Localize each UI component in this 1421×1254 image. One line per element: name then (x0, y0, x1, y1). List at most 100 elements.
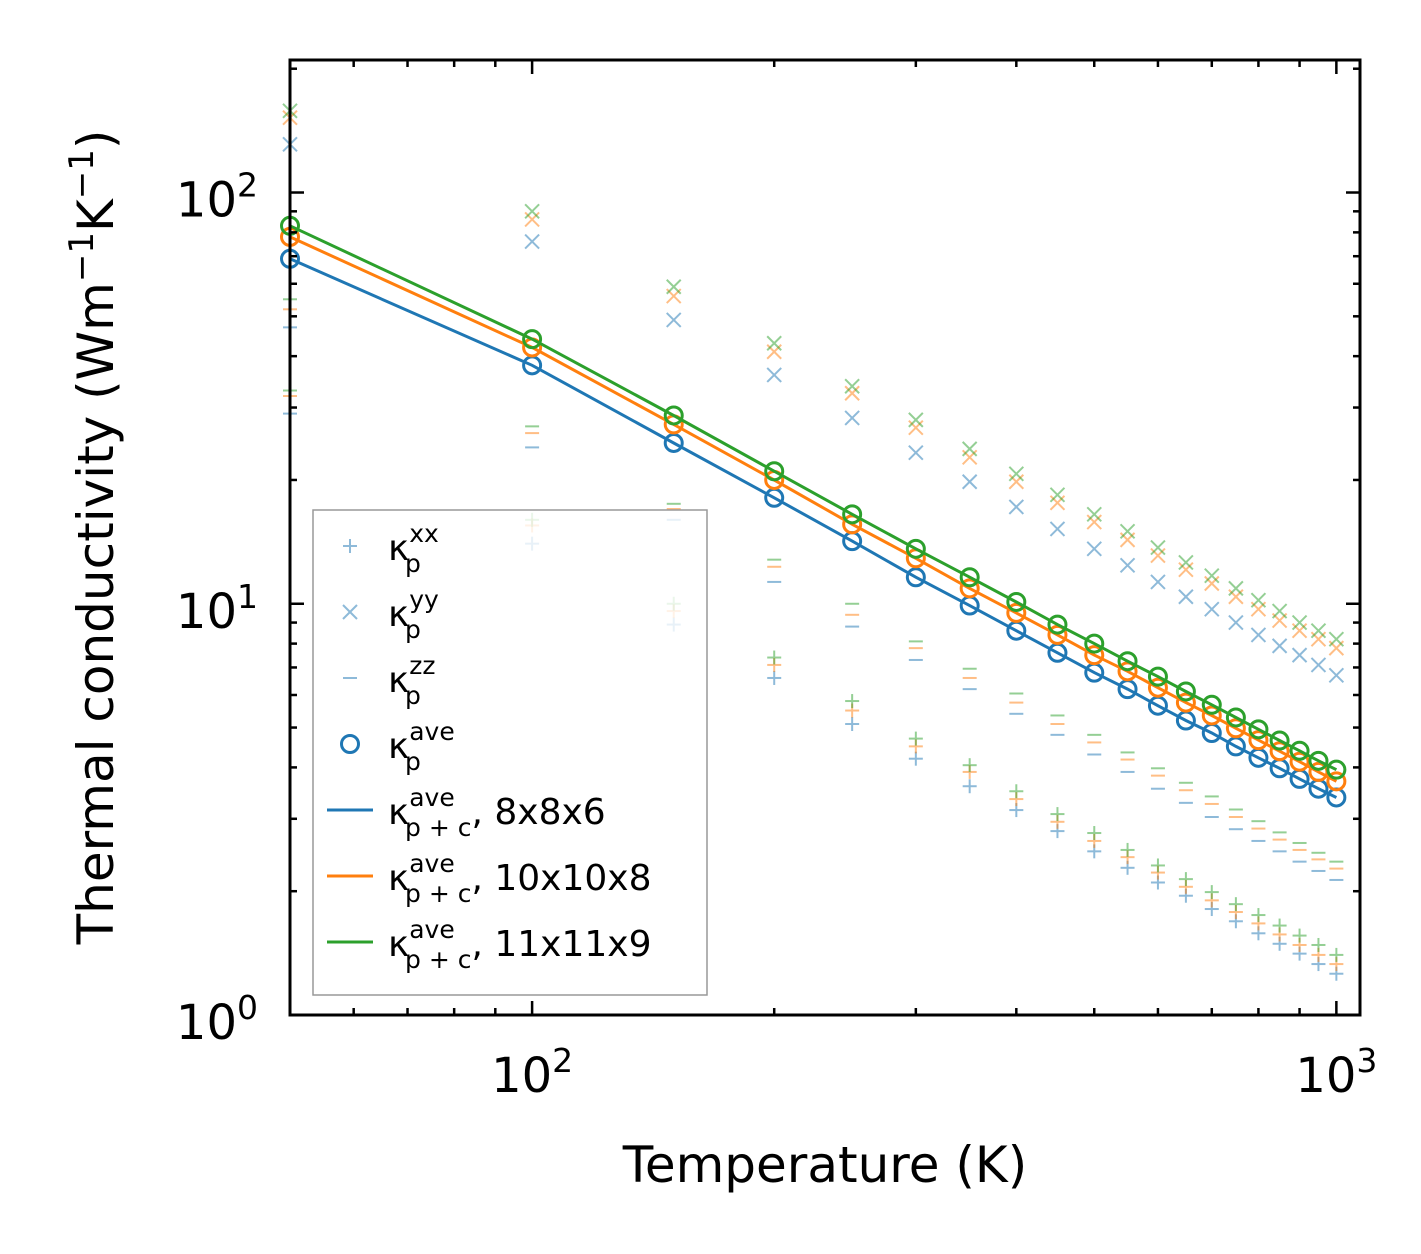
kyy-point-11-11-9 (1291, 614, 1308, 631)
kave-point-10-10-8 (1225, 718, 1246, 739)
kyy-point-8-8-6-b (1086, 541, 1102, 557)
kyy-point-8-8-6-b (1328, 667, 1345, 683)
kyy-point-8-8-6-b (666, 312, 682, 328)
kyy-point-8-8-6 (1178, 589, 1194, 605)
kave-point-10-10-8 (1201, 705, 1222, 726)
kyy-point-11-11-9 (524, 203, 540, 220)
kave-point-10-10-8-ring (959, 578, 980, 599)
kyy-point-8-8-6-b (908, 444, 924, 461)
kyy-point-11-11-9-b (908, 412, 924, 428)
kave-point-10-10-8-ring (1326, 771, 1347, 792)
kyy-point-8-8-6 (1049, 521, 1066, 537)
kyy-point-10-10-8 (1204, 575, 1220, 592)
legend-entry: κave p + c, 11x11x9 (327, 915, 652, 974)
legend-entry: κyy p (342, 585, 439, 644)
kxx-point-11-11-9 (1228, 897, 1243, 912)
kyy-point-8-8-6 (1228, 614, 1244, 631)
legend-label: κzz p (388, 651, 435, 710)
legend-box (312, 509, 708, 996)
kyy-point-8-8-6-b (1204, 601, 1220, 617)
kyy-point-10-10-8 (1178, 562, 1194, 578)
kyy-point-10-10-8 (908, 419, 924, 436)
legend-entry: κzz p (343, 651, 435, 710)
kyy-point-11-11-9-b (1119, 523, 1136, 540)
legend-marker-plus (343, 539, 357, 553)
kyy-point-11-11-9-b (1228, 580, 1244, 597)
x-tick-label: 103 (1295, 1041, 1377, 1104)
kave-point-8-8-6-ring (905, 567, 926, 588)
kyy-point-8-8-6-b (961, 474, 978, 490)
kave-point-11-11-9 (663, 405, 684, 426)
kyy-point-8-8-6 (1119, 557, 1136, 574)
kave-point-11-11-9-ring (905, 538, 926, 559)
kave-point-11-11-9-ring (522, 329, 543, 350)
kyy-point-10-10-8 (524, 211, 540, 228)
kyy-point-11-11-9-b (666, 279, 682, 295)
kxx-point-11-11-9 (962, 758, 977, 773)
legend-marker-cross-b (342, 604, 358, 620)
kave-point-11-11-9 (522, 329, 543, 350)
kave-point-10-10-8-ring (1175, 692, 1196, 713)
kyy-point-8-8-6 (844, 410, 860, 426)
kyy-point-11-11-9 (908, 412, 924, 428)
kave-point-11-11-9-ring (1047, 614, 1068, 635)
kave-point-10-10-8-ring (1047, 624, 1068, 645)
kyy-point-11-11-9-b (961, 441, 978, 457)
kyy-point-11-11-9 (1328, 631, 1345, 647)
kyy-point-8-8-6-b (844, 410, 860, 426)
x-tick-label: 102 (491, 1041, 573, 1104)
kave-point-10-10-8 (1047, 624, 1068, 645)
kave-point-11-11-9-ring (1248, 719, 1269, 740)
kyy-point-11-11-9-b (524, 203, 540, 220)
kave-point-11-11-9 (1289, 740, 1310, 761)
kyy-point-10-10-8 (1049, 495, 1066, 511)
kave-point-11-11-9 (764, 461, 785, 482)
kyy-point-11-11-9 (1119, 523, 1136, 540)
legend-entry: κave p + c, 8x8x6 (327, 783, 606, 842)
kyy-point-11-11-9-b (1250, 592, 1267, 608)
kave-point-10-10-8-ring (1006, 602, 1027, 623)
kxx-point-11-11-9 (1050, 807, 1065, 822)
kyy-point-8-8-6 (666, 312, 682, 328)
kyy-point-11-11-9-b (1008, 466, 1025, 482)
kave-point-8-8-6-ring (663, 432, 684, 453)
kave-point-11-11-9-ring (1225, 707, 1246, 728)
kave-point-10-10-8-ring (1269, 741, 1290, 762)
kyy-point-11-11-9-b (1178, 554, 1194, 571)
kyy-point-8-8-6-b (1178, 589, 1194, 605)
kave-point-11-11-9 (1006, 591, 1027, 612)
kyy-point-8-8-6 (1086, 541, 1102, 557)
kave-point-11-11-9-ring (764, 461, 785, 482)
kyy-point-8-8-6 (766, 367, 782, 383)
kyy-point-11-11-9 (1150, 539, 1166, 556)
legend-label: κave p + c, 11x11x9 (388, 915, 652, 974)
kave-point-10-10-8-ring (1289, 751, 1310, 772)
legend-label: κxx p (388, 519, 439, 578)
kave-point-11-11-9 (1175, 681, 1196, 702)
kxx-point-8-8-6 (845, 717, 860, 732)
kyy-point-8-8-6-b (1228, 614, 1244, 631)
kyy-point-8-8-6-b (1008, 499, 1025, 515)
kave-point-11-11-9-ring (1117, 651, 1138, 672)
axes-frame (288, 58, 1362, 1017)
kyy-point-11-11-9 (766, 335, 782, 351)
kave-point-11-11-9 (1308, 750, 1329, 771)
legend: κxx p κyy p κzz p κave p κave p + c, 8x8x6 κave p +… (312, 509, 708, 996)
kyy-point-8-8-6 (1271, 638, 1288, 654)
kave-point-10-10-8-ring (1084, 645, 1105, 666)
kave-point-10-10-8 (1175, 692, 1196, 713)
kave-point-8-8-6 (905, 567, 926, 588)
legend-label: κave p + c, 10x10x8 (388, 849, 652, 908)
kave-point-11-11-9 (1248, 719, 1269, 740)
kave-point-10-10-8 (1326, 771, 1347, 792)
kxx-point-11-11-9 (1204, 885, 1219, 900)
kxx-point-8-8-6 (767, 670, 782, 685)
kxx-point-11-11-9 (767, 650, 782, 665)
kave-point-10-10-8 (959, 578, 980, 599)
kyy-point-11-11-9-b (1328, 631, 1345, 647)
kave-point-11-11-9 (905, 538, 926, 559)
x-axis-label: Temperature (K) (622, 1136, 1027, 1194)
legend-entry: κave p + c, 10x10x8 (327, 849, 652, 908)
kave-point-10-10-8-ring (1201, 705, 1222, 726)
y-tick-label: 101 (176, 577, 258, 640)
